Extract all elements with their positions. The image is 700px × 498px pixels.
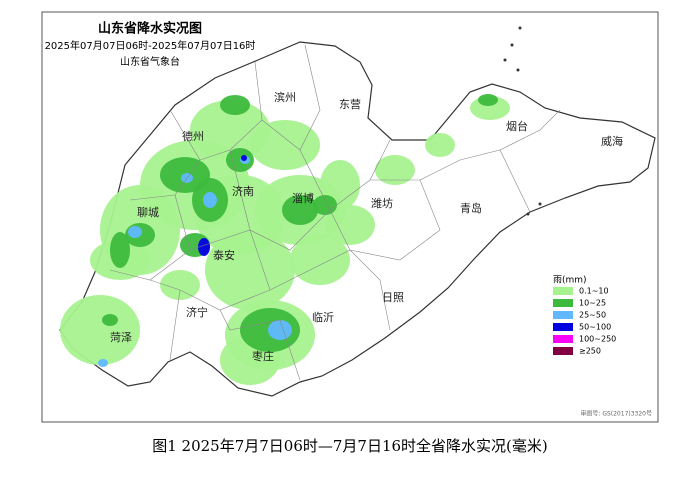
rain-patch — [313, 195, 337, 215]
city-label: 青岛 — [460, 201, 482, 215]
island — [510, 43, 514, 47]
legend-title: 雨(mm) — [553, 275, 587, 286]
legend-swatch — [553, 323, 573, 331]
city-label: 滨州 — [274, 90, 296, 104]
island — [538, 202, 542, 206]
approval-number: 审图号: GS(2017)3320号 — [580, 410, 652, 418]
rain-patch — [250, 120, 320, 170]
legend-label: 10~25 — [579, 299, 606, 308]
rain-patch — [198, 238, 210, 256]
islands — [503, 26, 542, 216]
legend-label: 0.1~10 — [579, 287, 609, 296]
rain-patch — [110, 232, 130, 268]
city-label: 烟台 — [506, 119, 528, 133]
legend-label: 25~50 — [579, 311, 606, 320]
rain-patch — [98, 359, 108, 367]
island — [526, 212, 530, 216]
rain-patch — [205, 230, 295, 310]
legend-label: 50~100 — [579, 323, 611, 332]
city-boundaries — [109, 44, 561, 381]
city-label: 东营 — [339, 97, 361, 111]
legend-label: 100~250 — [579, 335, 616, 344]
city-label: 临沂 — [312, 310, 334, 324]
rain-patch — [102, 314, 118, 326]
island — [503, 58, 507, 62]
rain-patch — [282, 195, 318, 225]
city-label: 淄博 — [292, 192, 314, 205]
rain-patch — [478, 94, 498, 106]
caption: 图1 2025年7月7日06时—7月7日16时全省降水实况(毫米) — [152, 437, 548, 455]
island — [518, 26, 522, 30]
rain-patch — [325, 205, 375, 245]
rain-patch — [160, 270, 200, 300]
legend-label: ≥250 — [579, 347, 601, 356]
city-label: 济宁 — [186, 305, 208, 319]
rain-patch — [241, 155, 247, 161]
rain-patch — [128, 226, 142, 238]
city-label: 德州 — [182, 129, 204, 143]
legend: 雨(mm)0.1~10 10~25 25~50 50~100 100~250 ≥250 — [553, 275, 616, 356]
city-label: 枣庄 — [252, 349, 274, 363]
legend-swatch — [553, 347, 573, 355]
time-range: 2025年07月07日06时-2025年07月07日16时 — [45, 39, 256, 52]
rain-patch — [425, 133, 455, 157]
city-label: 威海 — [601, 134, 623, 148]
issuer: 山东省气象台 — [120, 55, 180, 68]
city-label: 菏泽 — [110, 331, 132, 344]
legend-swatch — [553, 335, 573, 343]
legend-swatch — [553, 287, 573, 295]
map-title: 山东省降水实况图 — [98, 21, 202, 37]
city-label: 济南 — [232, 184, 254, 198]
legend-swatch — [553, 311, 573, 319]
city-label: 聊城 — [137, 205, 159, 219]
rain-patch — [375, 155, 415, 185]
legend-swatch — [553, 299, 573, 307]
rain-patch — [60, 295, 140, 365]
island — [516, 68, 520, 72]
city-label: 泰安 — [213, 248, 235, 262]
rain-patch — [268, 320, 292, 340]
city-label: 日照 — [382, 291, 404, 304]
rain-patch — [203, 192, 217, 208]
city-label: 潍坊 — [371, 196, 393, 210]
rain-patch — [220, 95, 250, 115]
